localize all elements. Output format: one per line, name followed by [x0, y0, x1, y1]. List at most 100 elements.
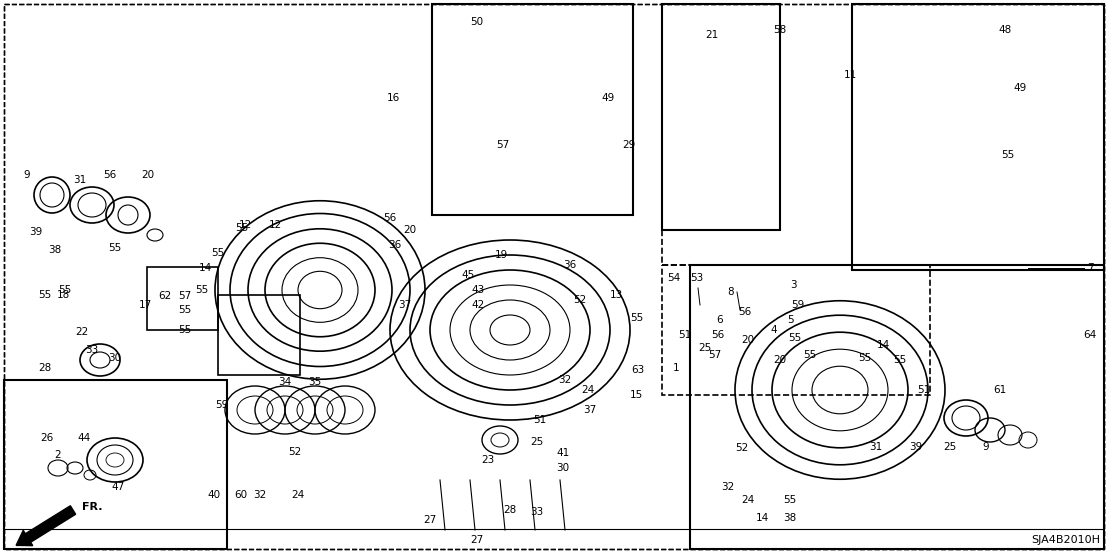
Text: 25: 25	[698, 343, 711, 353]
Text: 1: 1	[673, 363, 679, 373]
Text: 50: 50	[471, 17, 483, 27]
Text: 56: 56	[103, 170, 116, 180]
Text: 21: 21	[706, 30, 719, 40]
Text: 32: 32	[254, 490, 267, 500]
Bar	[218, 295, 300, 375]
Text: 45: 45	[461, 270, 474, 280]
Text: 41: 41	[556, 448, 570, 458]
Bar	[4, 380, 227, 549]
Text: 32: 32	[721, 482, 735, 492]
Text: 55: 55	[803, 350, 817, 360]
Text: 59: 59	[215, 400, 228, 410]
Text: 8: 8	[728, 287, 735, 297]
Text: 6: 6	[717, 315, 724, 325]
Text: 31: 31	[73, 175, 86, 185]
Text: 63: 63	[632, 365, 645, 375]
Text: 55: 55	[859, 353, 872, 363]
Text: 60: 60	[235, 490, 247, 500]
FancyArrow shape	[17, 506, 75, 546]
Text: 54: 54	[667, 273, 680, 283]
Text: 55: 55	[1002, 150, 1015, 160]
Text: 37: 37	[584, 405, 596, 415]
Text: 37: 37	[399, 300, 412, 310]
Text: 14: 14	[756, 513, 769, 523]
Text: 51: 51	[678, 330, 691, 340]
Text: 25: 25	[531, 437, 544, 447]
Text: 55: 55	[39, 290, 52, 300]
Text: 28: 28	[503, 505, 516, 515]
Text: 52: 52	[288, 447, 301, 457]
Text: 55: 55	[212, 248, 225, 258]
Text: 55: 55	[178, 325, 192, 335]
Text: 51: 51	[533, 415, 546, 425]
Text: 15: 15	[629, 390, 643, 400]
Text: SJA4B2010H: SJA4B2010H	[1032, 535, 1100, 545]
Text: 17: 17	[138, 300, 152, 310]
Text: 33: 33	[85, 345, 99, 355]
Text: 20: 20	[142, 170, 154, 180]
Text: 24: 24	[582, 385, 595, 395]
Text: 27: 27	[471, 535, 483, 545]
Text: 55: 55	[109, 243, 122, 253]
Text: 55: 55	[195, 285, 208, 295]
Text: 5: 5	[787, 315, 793, 325]
Bar	[661, 265, 930, 395]
Text: 22: 22	[75, 327, 89, 337]
Text: 38: 38	[49, 245, 62, 255]
Text: 56: 56	[383, 213, 397, 223]
Text: 52: 52	[573, 295, 586, 305]
Text: 55: 55	[59, 285, 72, 295]
Text: 27: 27	[423, 515, 437, 525]
Text: 42: 42	[471, 300, 484, 310]
Text: 51: 51	[917, 385, 931, 395]
Text: 49: 49	[602, 93, 615, 103]
Text: 31: 31	[870, 442, 883, 452]
Text: 64: 64	[1084, 330, 1097, 340]
Text: 12: 12	[238, 220, 252, 230]
Text: 36: 36	[389, 240, 401, 250]
Text: 55: 55	[893, 355, 906, 365]
Text: 24: 24	[741, 495, 755, 505]
Text: 12: 12	[268, 220, 281, 230]
Text: 9: 9	[23, 170, 30, 180]
Text: 58: 58	[773, 25, 787, 35]
Text: 14: 14	[876, 340, 890, 350]
Text: 57: 57	[496, 140, 510, 150]
Text: 28: 28	[39, 363, 52, 373]
Text: 34: 34	[278, 377, 291, 387]
Text: 33: 33	[531, 507, 544, 517]
Text: 61: 61	[994, 385, 1007, 395]
Bar	[432, 4, 633, 215]
Text: 59: 59	[791, 300, 804, 310]
Text: 20: 20	[773, 355, 787, 365]
Text: 30: 30	[109, 353, 122, 363]
Text: 38: 38	[783, 513, 797, 523]
Text: 24: 24	[291, 490, 305, 500]
Text: 4: 4	[771, 325, 778, 335]
Text: FR.: FR.	[82, 502, 103, 512]
Text: 55: 55	[235, 223, 248, 233]
Text: 47: 47	[112, 482, 124, 492]
Text: 43: 43	[471, 285, 484, 295]
Text: 49: 49	[1014, 83, 1027, 93]
Text: 20: 20	[741, 335, 755, 345]
Text: 3: 3	[790, 280, 797, 290]
Text: 55: 55	[630, 313, 644, 323]
Text: 32: 32	[558, 375, 572, 385]
Text: 55: 55	[178, 305, 192, 315]
Text: 23: 23	[481, 455, 494, 465]
Text: 35: 35	[308, 377, 321, 387]
Text: 39: 39	[910, 442, 923, 452]
Text: 14: 14	[198, 263, 212, 273]
Text: 19: 19	[494, 250, 507, 260]
Text: 48: 48	[998, 25, 1012, 35]
Bar	[852, 4, 1104, 270]
Text: 56: 56	[738, 307, 751, 317]
Text: 29: 29	[623, 140, 636, 150]
Text: 2: 2	[54, 450, 61, 460]
Text: 11: 11	[843, 70, 856, 80]
Text: 16: 16	[387, 93, 400, 103]
Bar	[147, 267, 218, 330]
Text: 25: 25	[943, 442, 956, 452]
Text: 20: 20	[403, 225, 417, 235]
